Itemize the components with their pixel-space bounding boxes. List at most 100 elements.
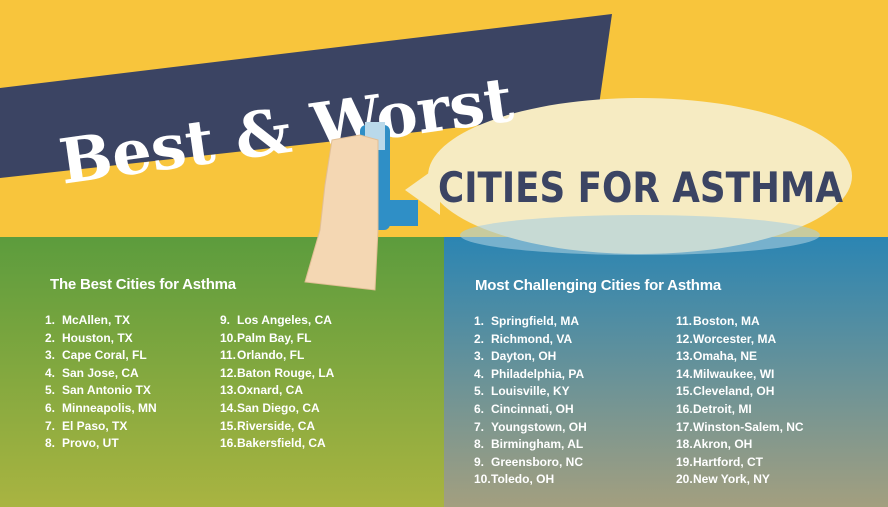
- city-name: Milwaukee, WI: [693, 366, 775, 381]
- city-name: Cleveland, OH: [693, 384, 775, 399]
- city-list-item: 3. Cape Coral, FL: [45, 347, 157, 365]
- speech-bubble: [428, 98, 852, 254]
- city-name: Oxnard, CA: [237, 383, 304, 398]
- best-list-col1: 1. McAllen, TX 2. Houston, TX 3. Cape Coral, …: [45, 312, 157, 453]
- city-list-item: 15. Cleveland, OH: [676, 383, 804, 401]
- city-name: Detroit, MI: [693, 401, 752, 416]
- rank-number: 4.: [45, 365, 56, 380]
- rank-number: 7.: [45, 418, 56, 433]
- rank-number: 1.: [45, 313, 56, 327]
- rank-number: 6.: [45, 400, 56, 415]
- city-list-item: 15. Riverside, CA: [220, 418, 334, 436]
- city-name: Houston, TX: [62, 330, 133, 345]
- worst-list-col1: 1. Springfield, MA 2. Richmond, VA 3. Dayton,…: [474, 313, 587, 489]
- city-name: Toledo, OH: [491, 472, 555, 487]
- city-name: New York, NY: [693, 472, 770, 487]
- city-name: Cincinnati, OH: [491, 401, 574, 416]
- city-list-item: 14. San Diego, CA: [220, 400, 334, 418]
- city-list-item: 19. Hartford, CT: [676, 454, 804, 472]
- best-heading: The Best Cities for Asthma: [50, 276, 236, 293]
- city-list-item: 4. Philadelphia, PA: [474, 366, 587, 384]
- city-list-item: 18. Akron, OH: [676, 436, 804, 454]
- title-line2: CITIES FOR ASTHMA: [438, 163, 843, 212]
- city-name: Minneapolis, MN: [62, 400, 157, 415]
- rank-number: 14.: [676, 366, 693, 381]
- rank-number: 11.: [676, 314, 693, 328]
- rank-number: 16.: [220, 436, 237, 451]
- rank-number: 3.: [474, 349, 485, 364]
- city-name: Bakersfield, CA: [237, 436, 326, 451]
- city-name: McAllen, TX: [62, 313, 131, 327]
- rank-number: 20.: [676, 472, 693, 487]
- rank-number: 12.: [676, 331, 693, 346]
- rank-number: 8.: [474, 437, 485, 452]
- city-list-item: 13. Oxnard, CA: [220, 382, 334, 400]
- city-name: Palm Bay, FL: [237, 330, 312, 345]
- city-name: San Jose, CA: [62, 365, 139, 380]
- city-list-item: 8. Birmingham, AL: [474, 436, 587, 454]
- city-list-item: 16. Detroit, MI: [676, 401, 804, 419]
- city-name: Louisville, KY: [491, 384, 570, 399]
- city-name: Akron, OH: [693, 437, 753, 452]
- city-list-item: 2. Richmond, VA: [474, 331, 587, 349]
- rank-number: 15.: [676, 384, 693, 399]
- city-name: Birmingham, AL: [491, 437, 584, 452]
- rank-number: 10.: [474, 472, 491, 487]
- city-list-item: 9. Greensboro, NC: [474, 454, 587, 472]
- title-banner: [0, 14, 612, 178]
- rank-number: 10.: [220, 330, 237, 345]
- city-name: Baton Rouge, LA: [237, 365, 335, 380]
- city-list-item: 10. Toledo, OH: [474, 471, 587, 489]
- city-name: San Antonio TX: [62, 383, 151, 398]
- rank-number: 16.: [676, 401, 693, 416]
- rank-number: 9.: [220, 313, 231, 327]
- city-list-item: 7. Youngstown, OH: [474, 419, 587, 437]
- city-list-item: 5. San Antonio TX: [45, 382, 157, 400]
- rank-number: 8.: [45, 436, 56, 451]
- city-name: Provo, UT: [62, 436, 119, 451]
- rank-number: 1.: [474, 314, 485, 328]
- city-name: San Diego, CA: [237, 400, 320, 415]
- rank-number: 3.: [45, 348, 56, 363]
- city-list-item: 1. Springfield, MA: [474, 313, 587, 331]
- city-name: Boston, MA: [693, 314, 760, 328]
- city-name: Philadelphia, PA: [491, 366, 585, 381]
- rank-number: 13.: [220, 383, 237, 398]
- rank-number: 17.: [676, 419, 693, 434]
- city-list-item: 7. El Paso, TX: [45, 418, 157, 436]
- rank-number: 19.: [676, 454, 693, 469]
- city-list-item: 2. Houston, TX: [45, 330, 157, 348]
- city-name: Cape Coral, FL: [62, 348, 147, 363]
- best-list-col2: 9. Los Angeles, CA 10. Palm Bay, FL 11. Orlan…: [220, 312, 334, 453]
- city-list-item: 11. Boston, MA: [676, 313, 804, 331]
- city-list-item: 8. Provo, UT: [45, 435, 157, 453]
- city-list-item: 9. Los Angeles, CA: [220, 312, 334, 330]
- rank-number: 6.: [474, 401, 485, 416]
- city-name: Dayton, OH: [491, 349, 557, 364]
- city-list-item: 4. San Jose, CA: [45, 365, 157, 383]
- city-name: Omaha, NE: [693, 349, 758, 364]
- rank-number: 9.: [474, 454, 485, 469]
- city-list-item: 3. Dayton, OH: [474, 348, 587, 366]
- city-list-item: 12. Baton Rouge, LA: [220, 365, 334, 383]
- worst-heading: Most Challenging Cities for Asthma: [475, 277, 721, 294]
- city-name: Orlando, FL: [237, 348, 305, 363]
- city-list-item: 12. Worcester, MA: [676, 331, 804, 349]
- rank-number: 15.: [220, 418, 237, 433]
- worst-cities-panel: [444, 237, 888, 507]
- city-name: Greensboro, NC: [491, 454, 584, 469]
- rank-number: 14.: [220, 400, 237, 415]
- city-list-item: 6. Minneapolis, MN: [45, 400, 157, 418]
- city-list-item: 5. Louisville, KY: [474, 383, 587, 401]
- city-list-item: 11. Orlando, FL: [220, 347, 334, 365]
- city-name: Riverside, CA: [237, 418, 316, 433]
- city-list-item: 1. McAllen, TX: [45, 312, 157, 330]
- city-list-item: 17. Winston-Salem, NC: [676, 419, 804, 437]
- rank-number: 5.: [45, 383, 56, 398]
- city-name: Los Angeles, CA: [237, 313, 332, 327]
- rank-number: 2.: [474, 331, 485, 346]
- city-name: Richmond, VA: [491, 331, 573, 346]
- city-name: Winston-Salem, NC: [693, 419, 804, 434]
- city-name: Hartford, CT: [693, 454, 763, 469]
